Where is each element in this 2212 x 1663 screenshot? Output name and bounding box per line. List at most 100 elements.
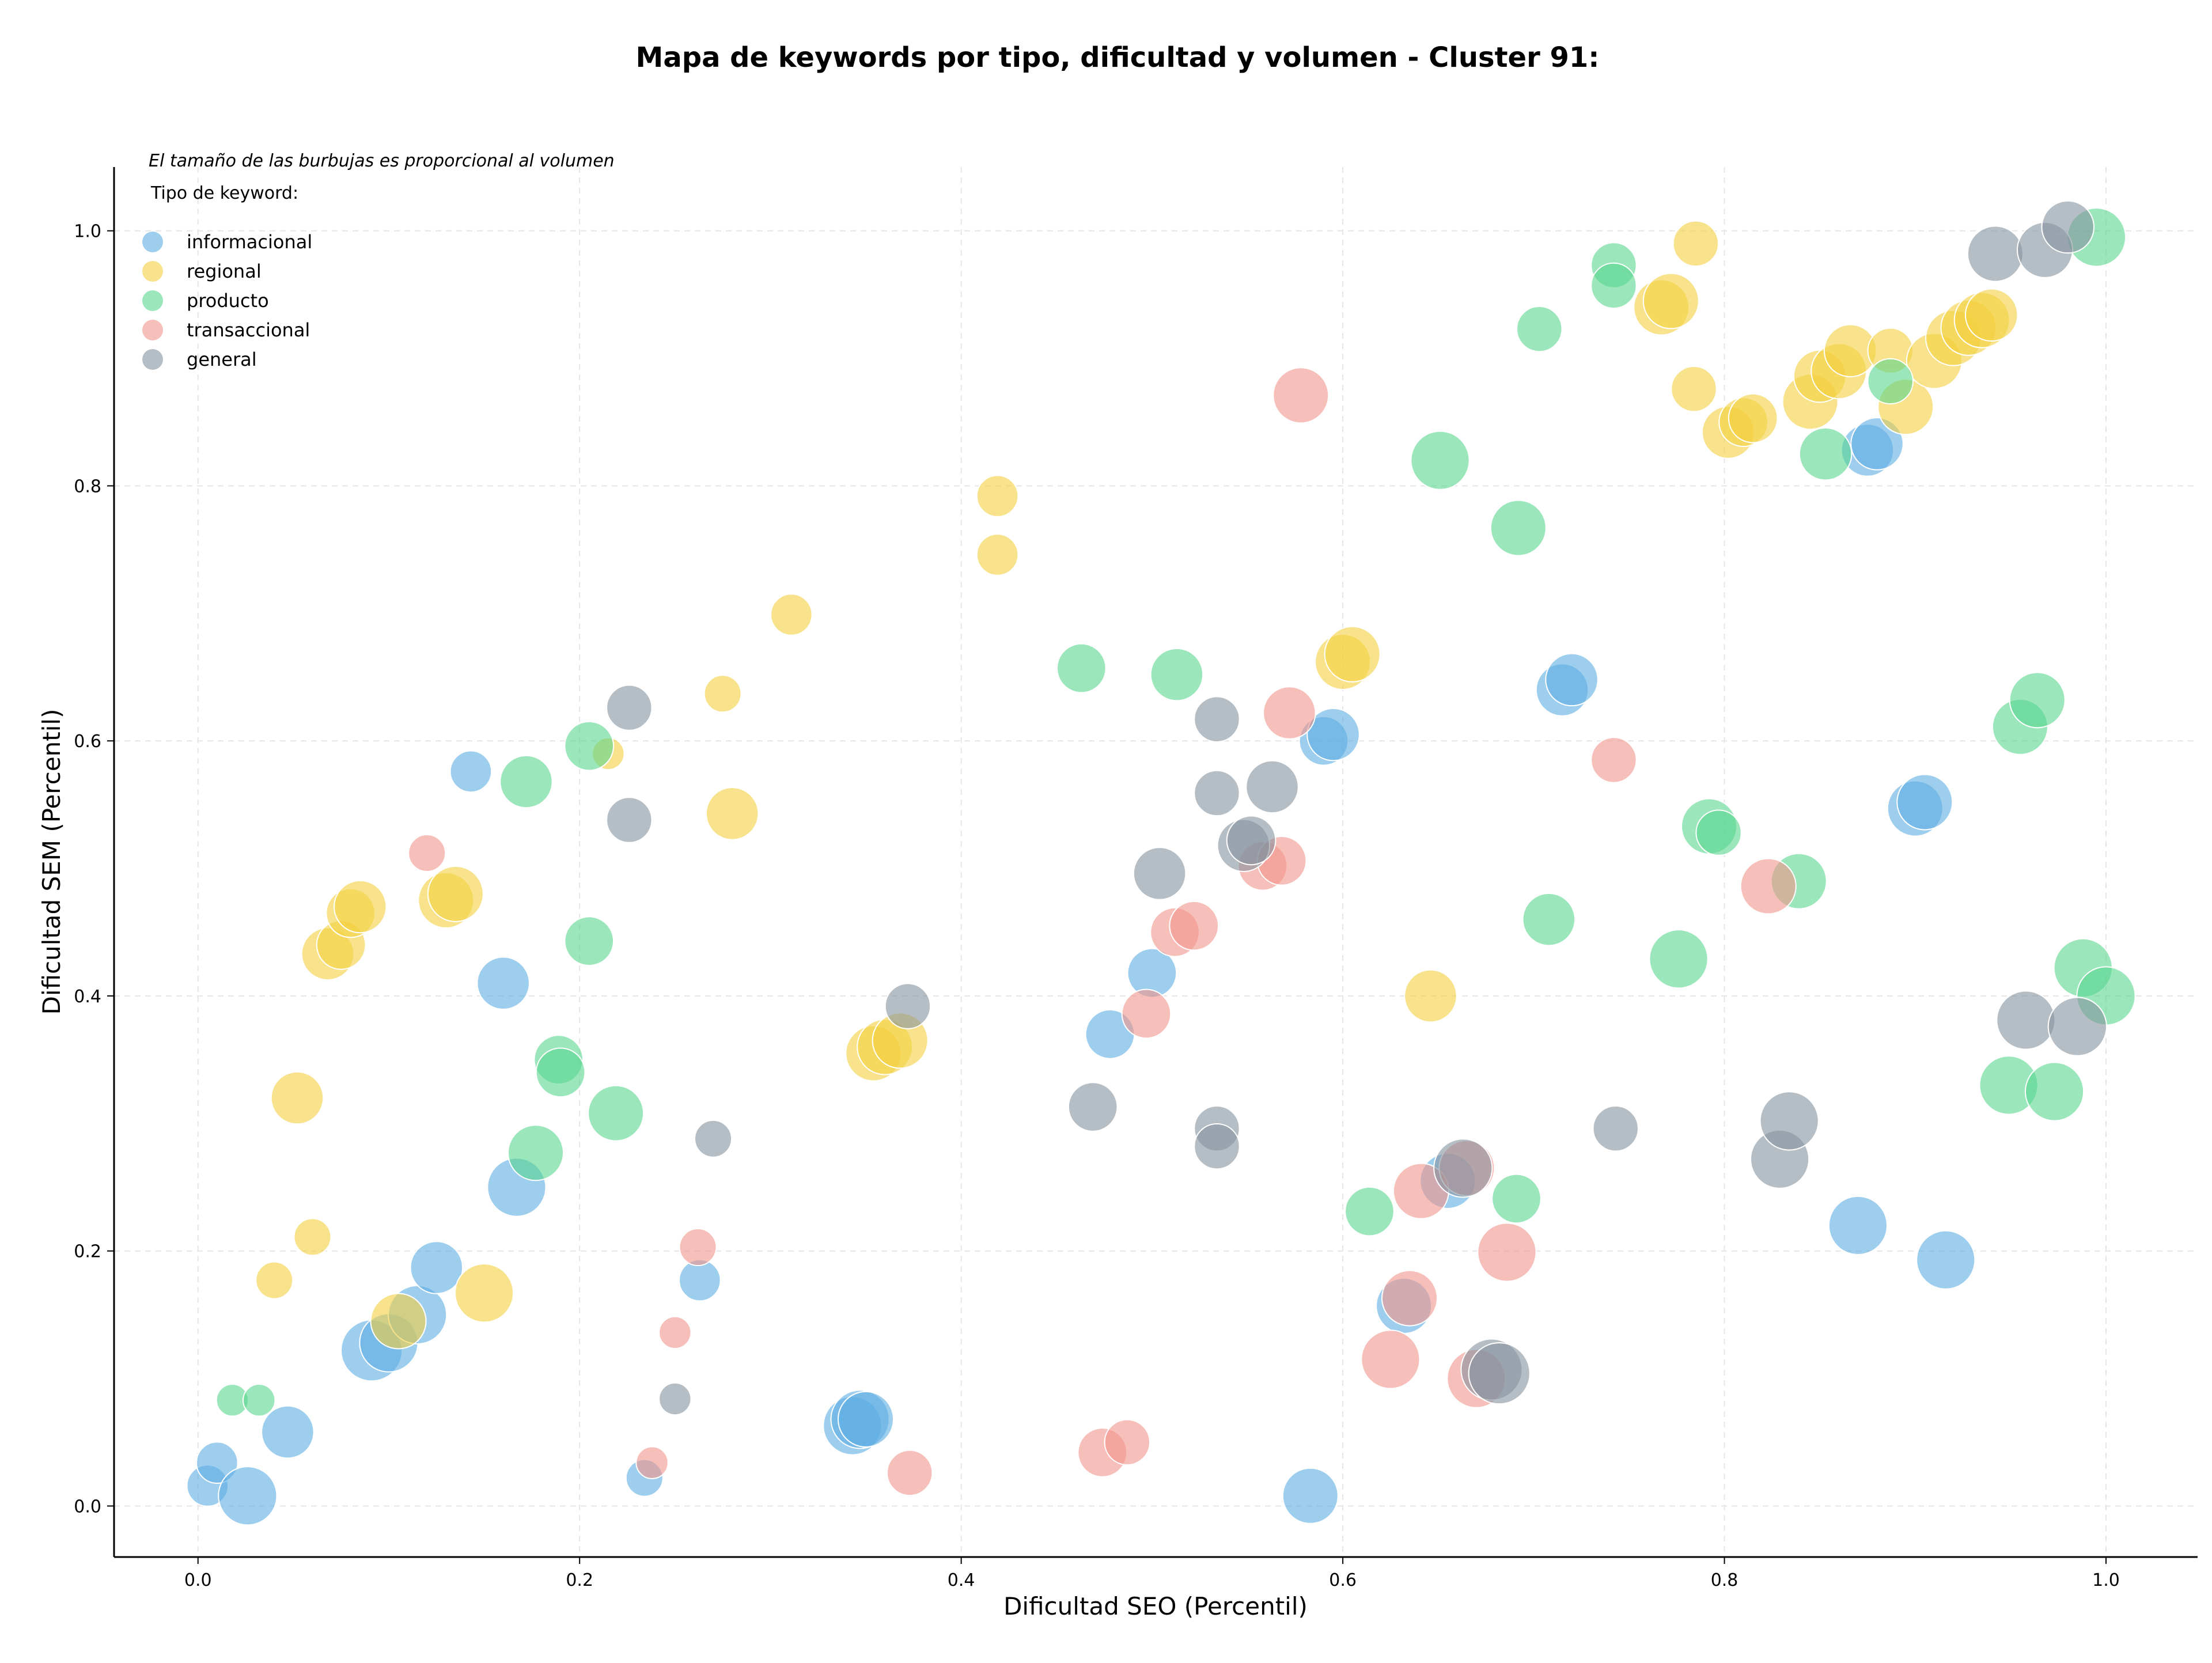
- legend-label-informacional: informacional: [187, 231, 312, 253]
- bubble-layer: [186, 200, 2136, 1526]
- bubble-regional: [1324, 626, 1381, 683]
- bubble-regional: [705, 787, 759, 840]
- bubble-producto: [1695, 809, 1742, 856]
- bubble-informacional: [218, 1466, 278, 1526]
- bubble-producto: [1410, 430, 1470, 490]
- bubble-producto: [1590, 262, 1637, 309]
- axes: [113, 167, 2198, 1558]
- bubble-regional: [427, 865, 484, 922]
- bubble-regional: [1642, 272, 1699, 329]
- bubble-transaccional: [1590, 737, 1637, 783]
- bubble-general: [1759, 1091, 1819, 1151]
- bubble-informacional: [1828, 1195, 1888, 1256]
- bubble-transaccional: [635, 1446, 669, 1479]
- bubble-general: [1468, 1342, 1531, 1405]
- bubble-general: [1967, 225, 2024, 282]
- bubble-producto: [1491, 1173, 1541, 1224]
- bubble-transaccional: [1381, 1270, 1438, 1327]
- bubble-regional: [703, 675, 742, 713]
- bubble-informacional: [1916, 1230, 1976, 1290]
- bubble-producto: [1056, 643, 1107, 694]
- bubble-size-annotation: El tamaño de las burbujas es proporciona…: [149, 151, 615, 171]
- bubble-regional: [255, 1261, 294, 1300]
- bubble-informacional: [410, 1241, 464, 1294]
- bubble-regional: [770, 593, 813, 636]
- bubble-producto: [2024, 1062, 2085, 1122]
- bubble-regional: [293, 1218, 332, 1256]
- x-tick-label: 1.0: [2092, 1570, 2120, 1590]
- legend-marker-informacional: [142, 232, 163, 252]
- bubble-informacional: [196, 1441, 238, 1484]
- bubble-transaccional: [408, 834, 446, 873]
- legend-marker-transaccional: [142, 320, 163, 340]
- bubble-general: [1433, 1138, 1493, 1198]
- bubble-transaccional: [658, 1316, 692, 1350]
- x-tick-label: 0.6: [1329, 1570, 1357, 1590]
- bubble-general: [658, 1382, 692, 1416]
- bubble-transaccional: [1272, 367, 1330, 424]
- legend-label-regional: regional: [187, 260, 262, 282]
- x-tick-label: 0.0: [184, 1570, 212, 1590]
- bubble-informacional: [1545, 653, 1599, 707]
- ticks: 0.0 0.2 0.4 0.6 0.8 1.0 0.0 0.2 0.4 0.6 0.8 1.0: [74, 222, 2120, 1590]
- y-tick-label: 0.6: [74, 732, 101, 752]
- y-tick-label: 0.0: [74, 1497, 101, 1517]
- bubble-regional: [1672, 220, 1719, 267]
- bubble-transaccional: [1740, 858, 1797, 915]
- legend-label-general: general: [187, 348, 257, 370]
- bubble-transaccional: [1263, 686, 1316, 740]
- bubble-informacional: [476, 956, 530, 1010]
- bubble-regional: [270, 1071, 324, 1125]
- bubble-general: [2047, 997, 2107, 1056]
- bubble-producto: [1867, 358, 1914, 405]
- bubble-regional: [1404, 969, 1457, 1023]
- bubble-transaccional: [887, 1449, 933, 1497]
- bubble-regional: [1671, 366, 1717, 412]
- bubble-transaccional: [1121, 988, 1172, 1039]
- bubble-producto: [243, 1383, 276, 1417]
- y-tick-label: 0.2: [74, 1242, 101, 1262]
- bubble-producto: [588, 1085, 645, 1142]
- bubble-general: [2041, 200, 2095, 254]
- bubble-regional: [454, 1263, 514, 1323]
- bubble-general: [884, 983, 931, 1029]
- x-tick-label: 0.4: [948, 1570, 975, 1590]
- legend-marker-producto: [142, 290, 163, 311]
- legend-marker-general: [142, 349, 163, 370]
- bubble-informacional: [838, 1391, 895, 1448]
- y-tick-label: 1.0: [74, 222, 101, 242]
- bubble-producto: [1490, 499, 1547, 556]
- bubble-general: [1592, 1105, 1639, 1152]
- bubble-producto: [1150, 647, 1204, 702]
- bubble-general: [1996, 990, 2056, 1050]
- bubble-general: [1194, 1123, 1240, 1170]
- bubble-regional: [976, 533, 1019, 576]
- bubble-general: [1194, 696, 1240, 743]
- bubble-general: [1132, 847, 1187, 900]
- bubble-producto: [564, 721, 615, 771]
- y-tick-label: 0.8: [74, 476, 101, 497]
- bubble-informacional: [261, 1405, 315, 1459]
- bubble-producto: [2009, 672, 2066, 729]
- y-tick-label: 0.4: [74, 987, 101, 1007]
- bubble-regional: [1728, 393, 1778, 444]
- x-tick-label: 0.8: [1711, 1570, 1738, 1590]
- bubble-producto: [507, 1124, 565, 1181]
- bubble-transaccional: [679, 1228, 717, 1267]
- bubble-general: [1226, 815, 1277, 866]
- bubble-informacional: [1282, 1467, 1339, 1524]
- bubble-transaccional: [1477, 1222, 1537, 1282]
- x-axis-label: Dificultad SEO (Percentil): [1003, 1592, 1308, 1620]
- bubble-transaccional: [1361, 1329, 1421, 1389]
- bubble-transaccional: [1169, 900, 1219, 951]
- bubble-general: [606, 684, 653, 731]
- bubble-producto: [1344, 1186, 1395, 1237]
- bubble-general: [1067, 1082, 1118, 1132]
- bubble-producto: [1649, 929, 1709, 989]
- bubble-general: [1194, 770, 1240, 817]
- legend-label-transaccional: transaccional: [187, 319, 310, 341]
- bubble-regional: [370, 1293, 427, 1350]
- bubble-general: [1245, 760, 1299, 814]
